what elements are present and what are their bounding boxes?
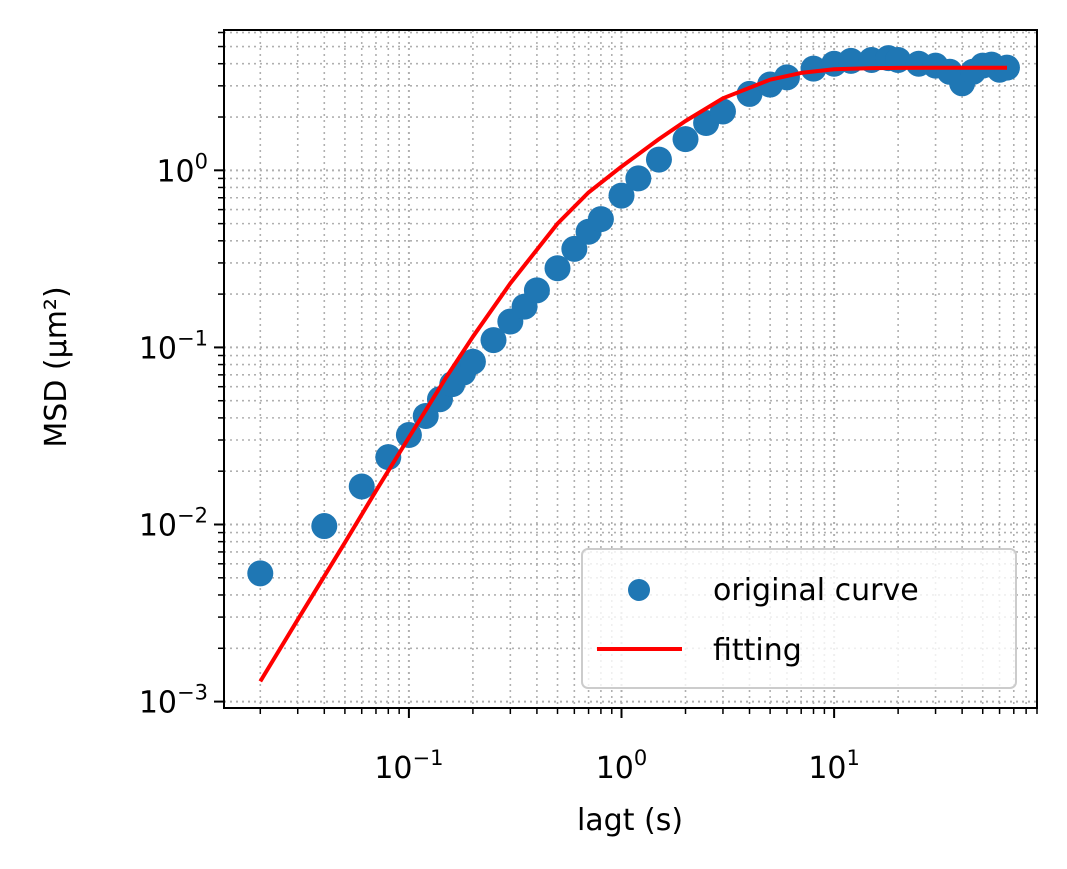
x-tick-label: 101 xyxy=(808,746,860,786)
x-axis-label: lagt (s) xyxy=(577,803,683,838)
legend: original curve fitting xyxy=(581,548,1017,689)
original-curve-point xyxy=(311,513,338,540)
y-tick-label: 10−3 xyxy=(139,681,208,721)
y-tick-label: 10−2 xyxy=(139,503,208,543)
original-curve-point xyxy=(608,182,635,209)
original-curve-point xyxy=(800,55,827,82)
y-tick-label: 100 xyxy=(156,149,208,189)
y-tick-label: 10−1 xyxy=(139,326,208,366)
x-tick-label: 10−1 xyxy=(374,746,443,786)
x-tick-label: 100 xyxy=(596,746,648,786)
y-axis-label: MSD (μm²) xyxy=(39,286,74,447)
original-curve-point xyxy=(645,146,672,173)
fitting-line xyxy=(258,65,1007,683)
legend-box xyxy=(581,548,1017,689)
original-curve-point xyxy=(587,206,614,233)
plot-frame xyxy=(223,29,1038,709)
original-curve-point xyxy=(709,98,736,125)
legend-label-original-curve: original curve xyxy=(713,573,919,608)
series-layer xyxy=(247,45,1020,683)
original-curve-point xyxy=(348,473,375,500)
original-curve-point xyxy=(561,235,588,262)
original-curve-point xyxy=(523,277,550,304)
original-curve-point xyxy=(459,348,486,375)
original-curve-point xyxy=(672,126,699,153)
original-curve-point xyxy=(736,80,763,107)
original-curve-point xyxy=(480,327,507,354)
legend-marker-original-curve xyxy=(628,579,650,601)
original-curve-point xyxy=(625,165,652,192)
original-curve-point xyxy=(247,560,274,587)
original-curve-point xyxy=(544,255,571,282)
legend-label-fitting: fitting xyxy=(713,633,802,668)
